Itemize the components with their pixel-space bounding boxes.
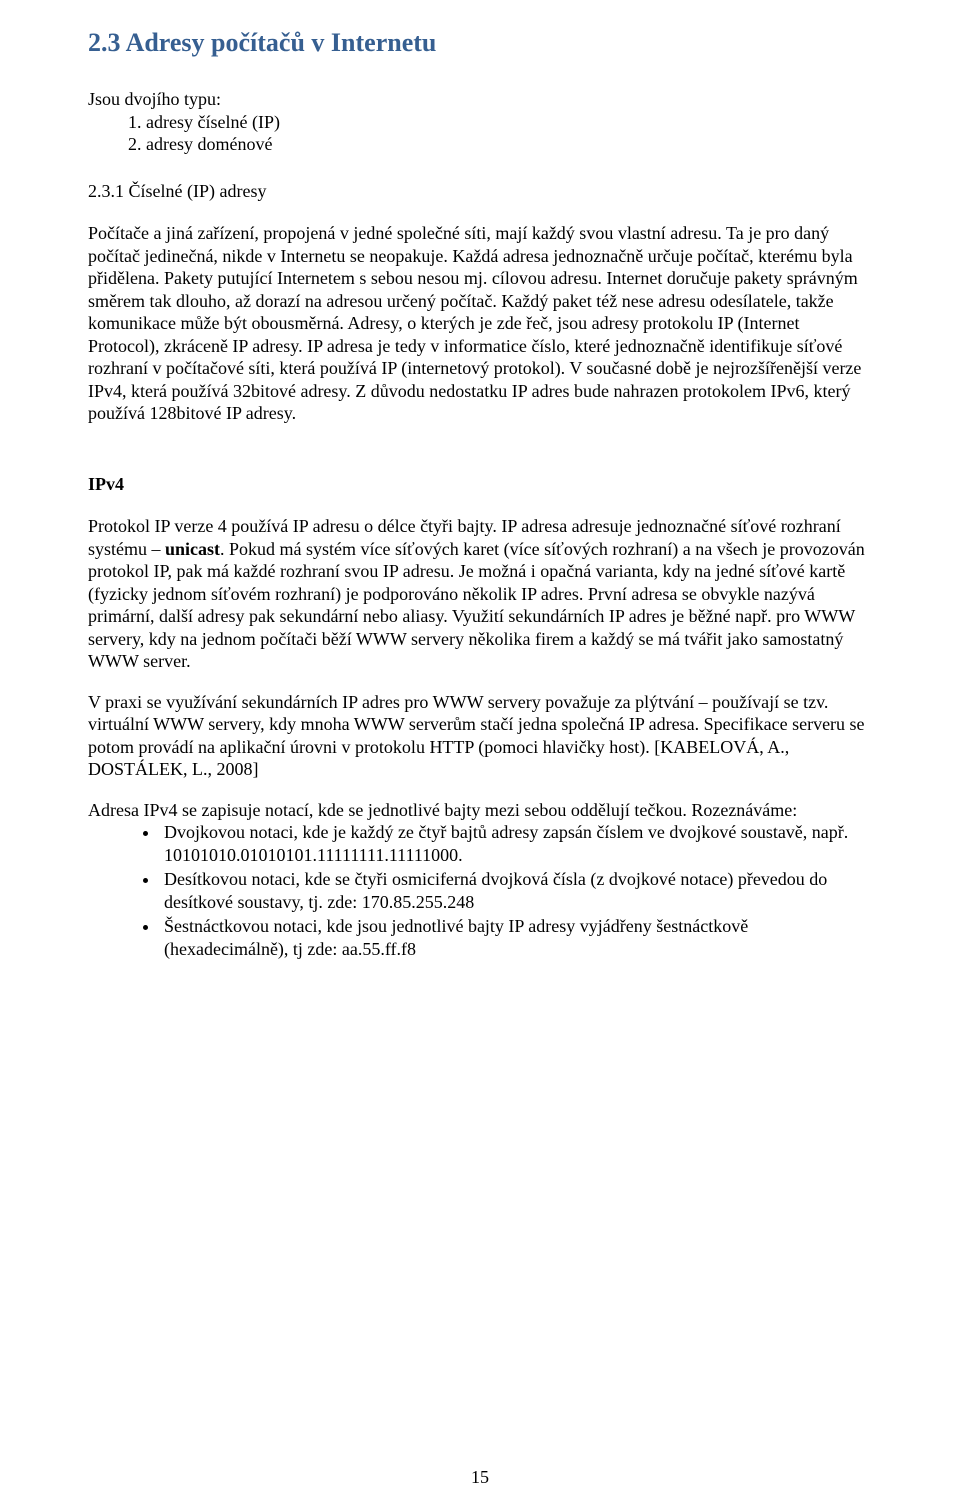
bold-text: unicast <box>165 539 220 559</box>
body-paragraph: Počítače a jiná zařízení, propojená v je… <box>88 222 872 425</box>
list-item: Šestnáctkovou notaci, kde jsou jednotliv… <box>160 915 872 960</box>
page-number: 15 <box>0 1467 960 1488</box>
list-item: adresy číselné (IP) <box>146 111 872 134</box>
ipv4-heading: IPv4 <box>88 473 872 496</box>
body-paragraph: V praxi se využívání sekundárních IP adr… <box>88 691 872 781</box>
list-item: Dvojkovou notaci, kde je každý ze čtyř b… <box>160 821 872 866</box>
list-item: Desítkovou notaci, kde se čtyři osmicife… <box>160 868 872 913</box>
section-title: 2.3 Adresy počítačů v Internetu <box>88 28 872 58</box>
subsection-heading: 2.3.1 Číselné (IP) adresy <box>88 180 872 203</box>
address-types-list: adresy číselné (IP) adresy doménové <box>88 111 872 156</box>
body-paragraph: Adresa IPv4 se zapisuje notací, kde se j… <box>88 799 872 822</box>
notation-intro-block: Adresa IPv4 se zapisuje notací, kde se j… <box>88 799 872 822</box>
body-paragraph: Protokol IP verze 4 používá IP adresu o … <box>88 515 872 673</box>
intro-text: Jsou dvojího typu: <box>88 88 872 111</box>
notation-list: Dvojkovou notaci, kde je každý ze čtyř b… <box>88 821 872 960</box>
document-page: 2.3 Adresy počítačů v Internetu Jsou dvo… <box>0 0 960 1512</box>
list-item: adresy doménové <box>146 133 872 156</box>
